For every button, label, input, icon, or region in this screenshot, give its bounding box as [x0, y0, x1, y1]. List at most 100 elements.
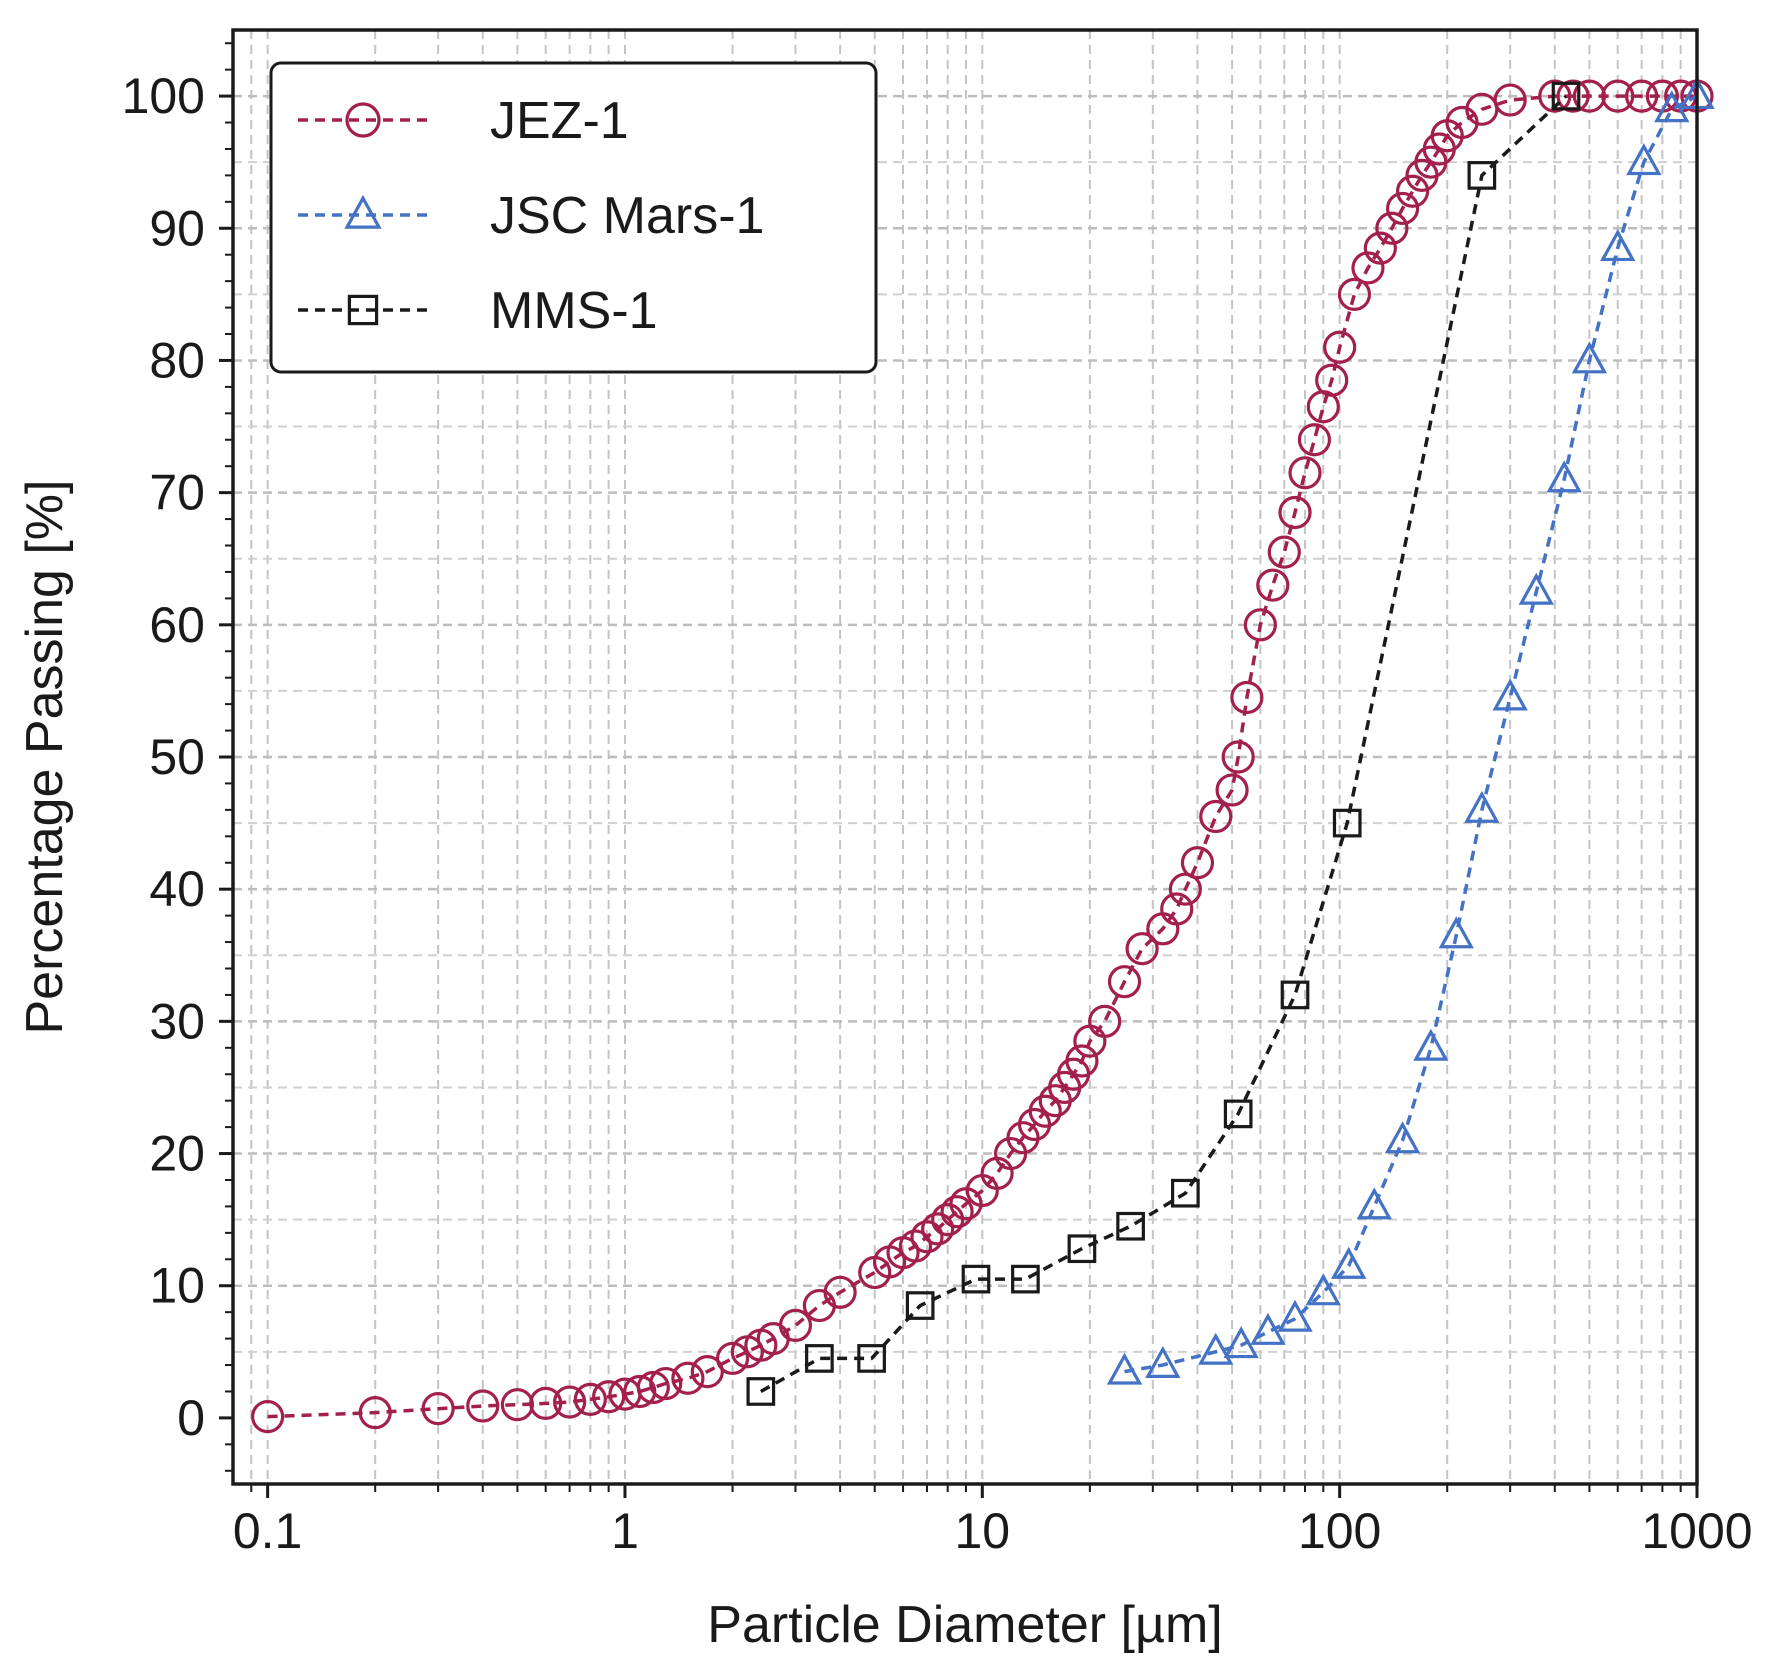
data-point: [1088, 1004, 1122, 1038]
data-point: [1305, 1273, 1341, 1306]
data-point: [823, 1275, 857, 1309]
legend-item: MMS-1: [298, 282, 658, 340]
data-point: [1168, 872, 1202, 906]
y-tick-label: 20: [149, 1126, 205, 1182]
data-point: [778, 1308, 813, 1342]
data-point: [649, 1366, 683, 1401]
y-tick-label: 10: [149, 1258, 205, 1314]
data-point: [1243, 608, 1277, 642]
data-point: [1223, 1326, 1259, 1359]
data-point: [1385, 191, 1420, 226]
data-point: [1337, 277, 1372, 311]
data-point: [690, 1355, 724, 1389]
data-point: [1011, 1264, 1040, 1294]
data-point: [592, 1380, 626, 1414]
data-point: [1180, 846, 1215, 880]
data-point: [1278, 495, 1312, 530]
data-point: [1160, 892, 1194, 926]
data-point: [1395, 174, 1430, 208]
data-point: [636, 1370, 670, 1405]
data-point: [1107, 965, 1142, 999]
y-tick-label: 50: [149, 729, 205, 785]
data-point: [529, 1386, 563, 1420]
data-point: [1067, 1234, 1097, 1264]
x-tick-label: 1: [611, 1503, 639, 1559]
data-point: [1572, 79, 1607, 113]
series-mms-1: [746, 81, 1581, 1406]
axis-ticks: 0.1 1 10 100 1000 0 10 20 30 40 50 60 70 80 90 100: [122, 42, 1753, 1559]
data-point: [421, 1392, 455, 1426]
data-point: [1277, 1299, 1313, 1332]
y-tick-label: 80: [149, 332, 205, 388]
y-tick-label: 60: [149, 597, 205, 653]
data-point: [1267, 535, 1301, 569]
data-point: [857, 1344, 886, 1373]
data-point: [1363, 231, 1397, 265]
legend: JEZ-1 JSC Mars-1 MMS-1: [269, 61, 878, 374]
y-tick-label: 0: [177, 1390, 205, 1446]
data-point: [573, 1382, 607, 1417]
data-point: [905, 1291, 935, 1320]
data-point: [1256, 568, 1290, 602]
data-point: [1250, 1312, 1286, 1345]
legend-marker: [345, 102, 381, 138]
legend-item: JEZ-1: [298, 92, 629, 150]
data-point: [1626, 143, 1662, 176]
legend-marker: [347, 294, 379, 326]
data-point: [1538, 79, 1572, 113]
data-point: [1601, 79, 1635, 113]
data-point: [1467, 161, 1497, 190]
y-tick-label: 40: [149, 861, 205, 917]
data-point: [1356, 1187, 1392, 1220]
data-point: [940, 1195, 974, 1229]
y-tick-label: 100: [122, 68, 205, 124]
data-point: [1493, 83, 1527, 117]
series-jsc-mars-1: [1106, 77, 1715, 1385]
data-point: [921, 1212, 955, 1246]
grid: [233, 30, 1697, 1484]
data-series: [251, 77, 1715, 1434]
data-point: [1116, 1211, 1145, 1241]
data-point: [1556, 79, 1590, 113]
data-point: [1223, 1099, 1253, 1129]
legend-label: JSC Mars-1: [490, 187, 764, 245]
data-point: [1492, 678, 1528, 711]
data-point: [1351, 251, 1385, 285]
data-point: [1375, 211, 1409, 245]
data-point: [500, 1388, 535, 1422]
legend-label: JEZ-1: [490, 92, 629, 150]
legend-marker: [344, 194, 382, 229]
data-point: [1464, 790, 1500, 823]
data-point: [1438, 916, 1474, 949]
data-point: [1198, 1332, 1234, 1365]
data-point: [1280, 980, 1310, 1010]
data-point: [898, 1229, 933, 1263]
data-point: [1384, 1121, 1421, 1154]
data-point: [1332, 808, 1362, 838]
data-point: [466, 1389, 500, 1423]
y-tick-label: 70: [149, 465, 205, 521]
data-point: [1625, 79, 1659, 113]
data-point: [671, 1361, 705, 1395]
data-point: [1323, 330, 1357, 364]
data-point: [1413, 1028, 1449, 1061]
x-tick-label: 1000: [1641, 1503, 1752, 1559]
data-point: [251, 1399, 285, 1434]
data-point: [1230, 680, 1264, 715]
y-tick-label: 90: [149, 200, 205, 256]
data-point: [910, 1220, 944, 1254]
data-point: [1297, 423, 1332, 457]
y-axis-title: Percentage Passing [%]: [16, 480, 74, 1035]
data-point: [1199, 799, 1233, 834]
data-point: [1518, 572, 1554, 605]
data-point: [1028, 1094, 1062, 1128]
series-line: [759, 94, 1568, 1394]
data-point: [1065, 1044, 1099, 1078]
data-point: [1654, 90, 1690, 123]
data-point: [1546, 460, 1582, 493]
data-point: [1331, 1246, 1367, 1279]
legend-item: JSC Mars-1: [298, 187, 764, 245]
data-point: [1315, 363, 1349, 397]
